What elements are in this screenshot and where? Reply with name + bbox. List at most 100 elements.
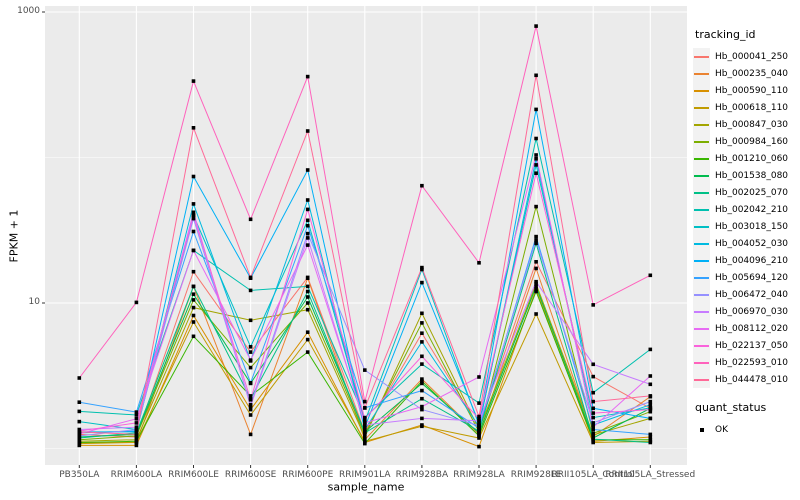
data-point [591, 362, 595, 367]
data-point [248, 318, 253, 323]
data-point [648, 416, 653, 421]
data-point [305, 284, 310, 289]
data-point [420, 183, 424, 188]
data-point [77, 400, 82, 404]
data-point [191, 79, 196, 83]
legend-entry-label: Hb_006472_040 [715, 289, 789, 300]
legend-key-swatch [693, 371, 710, 388]
legend-line-icon [694, 293, 709, 296]
data-point [420, 404, 424, 409]
data-point [420, 321, 424, 325]
data-point [591, 415, 595, 420]
legend-entry-label: Hb_000618_110 [715, 102, 789, 113]
data-point [134, 427, 139, 432]
data-point [363, 417, 367, 421]
data-point [420, 381, 424, 386]
data-point [248, 358, 253, 362]
data-point [534, 287, 538, 291]
data-point [420, 340, 424, 344]
data-point [191, 229, 196, 234]
data-point [648, 394, 653, 398]
data-point [248, 275, 253, 280]
data-point [477, 421, 481, 425]
data-point [534, 312, 538, 316]
data-point [305, 330, 310, 334]
data-point [191, 210, 196, 215]
legend-entry: Hb_002025_070 [693, 184, 788, 201]
data-point [305, 74, 310, 79]
legend-line-icon [694, 123, 709, 126]
data-point [534, 136, 538, 141]
data-point [191, 248, 196, 253]
legend-entry: Hb_008112_020 [693, 320, 788, 337]
data-point [477, 417, 481, 421]
data-point [534, 163, 538, 167]
data-point [134, 300, 139, 305]
legend-key-swatch [693, 82, 710, 99]
data-point [305, 231, 310, 236]
legend-line-icon [694, 361, 709, 364]
data-point [305, 307, 310, 312]
data-point [134, 417, 139, 421]
legend-entry: Hb_000618_110 [693, 99, 788, 116]
data-point [305, 350, 310, 354]
data-point [591, 406, 595, 411]
data-point [248, 217, 253, 222]
data-point [191, 292, 196, 296]
data-point [191, 126, 196, 130]
data-point [591, 437, 595, 441]
x-tick-label: RRII105LA_Control [551, 470, 635, 480]
legend-entry: Hb_001538_080 [693, 167, 788, 184]
legend-line-icon [694, 344, 709, 347]
legend-line-icon [694, 208, 709, 211]
data-point [191, 320, 196, 324]
data-point [477, 434, 481, 438]
legend-entry-label: Hb_005694_120 [715, 272, 789, 283]
data-point [248, 404, 253, 409]
data-point [534, 157, 538, 161]
data-point [420, 416, 424, 421]
data-point [305, 301, 310, 305]
data-point [648, 347, 653, 352]
legend-key-swatch [693, 99, 710, 116]
x-tick-label: RRIM600PE [282, 470, 334, 480]
data-point [77, 436, 82, 440]
legend-line-icon [694, 259, 709, 262]
legend-entry-label: Hb_008112_020 [715, 323, 789, 334]
legend-entry: Hb_002042_210 [693, 201, 788, 218]
legend-line-icon [694, 378, 709, 381]
legend-entry: Hb_001210_060 [693, 150, 788, 167]
legend-key-swatch [693, 303, 710, 320]
data-point [191, 305, 196, 310]
data-point [77, 434, 82, 438]
data-point [591, 411, 595, 415]
legend-key-swatch [693, 218, 710, 235]
legend-entry: Hb_000235_040 [693, 65, 788, 82]
data-point [134, 432, 139, 437]
data-point [248, 350, 253, 354]
data-point [648, 435, 653, 439]
data-point [191, 213, 196, 218]
data-point [591, 399, 595, 404]
data-point [305, 223, 310, 228]
data-point [363, 399, 367, 404]
x-tick-label: RRIM928BA [395, 470, 449, 480]
data-point [420, 388, 424, 393]
data-point [420, 267, 424, 272]
data-point [420, 396, 424, 401]
legend-line-icon [694, 225, 709, 228]
data-point [420, 331, 424, 335]
legend: tracking_id Hb_000041_250 Hb_000235_040 Hb… [693, 28, 788, 438]
data-point [648, 399, 653, 404]
black-square-point-icon [699, 427, 704, 432]
panel-background [45, 6, 687, 465]
data-point [534, 73, 538, 78]
legend-entry-label: Hb_004096_210 [715, 255, 789, 266]
x-tick-label: PB350LA [59, 470, 100, 480]
data-point [534, 24, 538, 28]
data-point [305, 289, 310, 294]
legend-key-swatch [693, 65, 710, 82]
data-point [77, 430, 82, 434]
legend-key-swatch [693, 269, 710, 286]
legend-key-swatch [693, 150, 710, 167]
